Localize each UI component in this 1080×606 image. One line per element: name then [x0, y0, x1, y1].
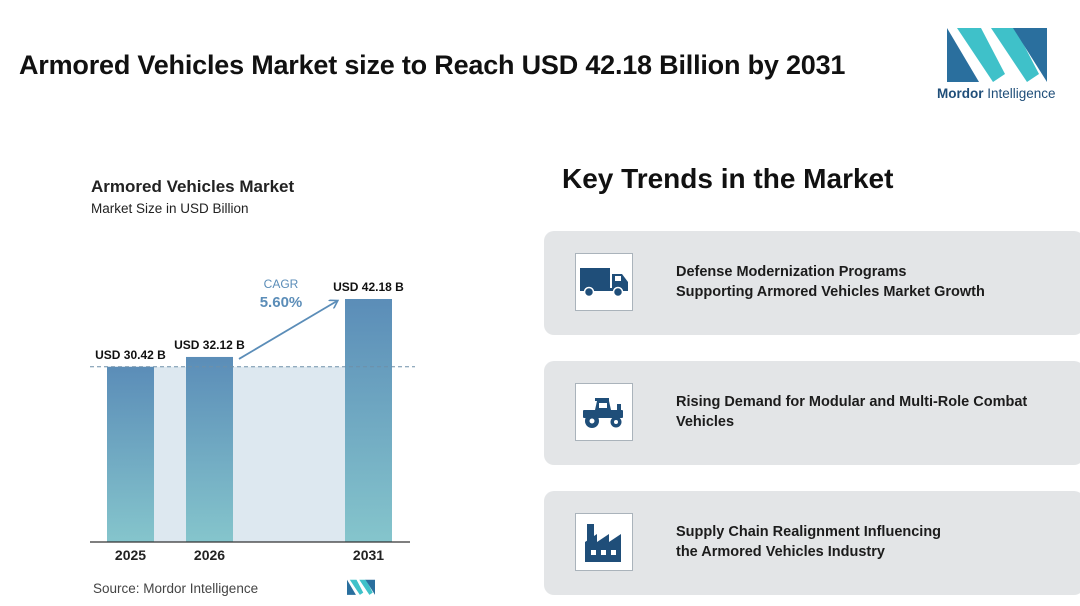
bar-2026 [186, 356, 233, 542]
mordor-intelligence-logo: Mordor Intelligence [933, 26, 1059, 106]
trend-text-2: Rising Demand for Modular and Multi-Role… [676, 394, 1028, 430]
trend-card-3: Supply Chain Realignment Influencing the… [544, 491, 1080, 595]
bar-chart: USD 30.42 B 2025 USD 32.12 B 2026 USD 42.18 … [90, 277, 415, 563]
trend-text-1: Defense Modernization Programs Supportin… [676, 264, 985, 300]
x-tick-2031: 2031 [353, 547, 384, 563]
growth-shade [154, 366, 345, 542]
trend-card-2: Rising Demand for Modular and Multi-Role… [544, 361, 1080, 465]
truck-icon [580, 268, 628, 298]
bar-2031 [345, 299, 392, 542]
x-tick-2025: 2025 [115, 547, 146, 563]
logo-wordmark: Mordor Intelligence [937, 86, 1056, 101]
page-title: Armored Vehicles Market size to Reach US… [19, 50, 846, 80]
cagr-arrow [238, 301, 337, 360]
data-label-2031: USD 42.18 B [333, 280, 404, 294]
data-label-2026: USD 32.12 B [174, 338, 245, 352]
bar-2025 [107, 366, 154, 542]
x-tick-2026: 2026 [194, 547, 225, 563]
cagr-value: 5.60% [260, 294, 303, 311]
trends-title: Key Trends in the Market [562, 163, 894, 194]
chart-title: Armored Vehicles Market [91, 177, 295, 196]
factory-icon [585, 524, 621, 562]
chart-source: Source: Mordor Intelligence [93, 581, 259, 596]
chart-subtitle: Market Size in USD Billion [91, 201, 249, 216]
trend-card-1: Defense Modernization Programs Supportin… [544, 231, 1080, 335]
logo-mark-icon [947, 28, 1047, 82]
trend-text-3: Supply Chain Realignment Influencing the… [676, 524, 942, 560]
small-logo-icon [347, 579, 375, 595]
cagr-label: CAGR [264, 277, 299, 291]
data-label-2025: USD 30.42 B [95, 348, 166, 362]
tractor-icon [583, 398, 623, 428]
